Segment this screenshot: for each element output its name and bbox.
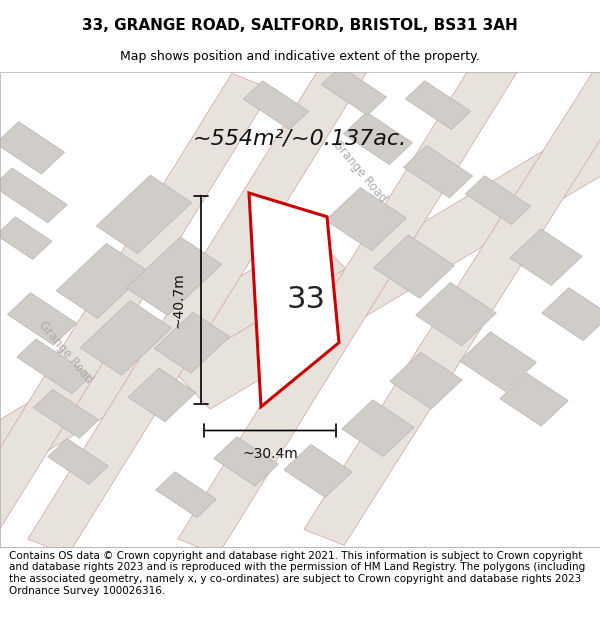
Polygon shape [326,188,406,251]
Text: 33: 33 [287,285,325,314]
Polygon shape [374,235,454,298]
Polygon shape [0,217,52,259]
Polygon shape [510,229,582,286]
Polygon shape [460,332,536,391]
Polygon shape [304,54,600,546]
Polygon shape [343,112,413,164]
Polygon shape [403,146,473,198]
Text: ~30.4m: ~30.4m [242,447,298,461]
Polygon shape [284,444,352,498]
Polygon shape [47,439,109,484]
Polygon shape [390,352,462,409]
Polygon shape [406,81,470,129]
Polygon shape [214,437,278,486]
Polygon shape [416,282,496,346]
Text: ~554m²/~0.137ac.: ~554m²/~0.137ac. [193,128,407,148]
Text: Grange Road: Grange Road [37,319,95,386]
Polygon shape [17,339,91,394]
Polygon shape [174,110,600,409]
Polygon shape [0,122,65,174]
Polygon shape [466,176,530,224]
Polygon shape [500,373,568,426]
Polygon shape [80,301,172,375]
Text: Grange Road: Grange Road [331,138,389,205]
Polygon shape [154,312,230,373]
Polygon shape [0,233,348,504]
Polygon shape [56,244,148,318]
Polygon shape [128,368,196,422]
Polygon shape [28,54,368,555]
Polygon shape [127,237,221,316]
Polygon shape [34,389,98,438]
Polygon shape [155,472,217,518]
Polygon shape [342,400,414,456]
Polygon shape [322,66,386,115]
Polygon shape [542,288,600,341]
Text: 33, GRANGE ROAD, SALTFORD, BRISTOL, BS31 3AH: 33, GRANGE ROAD, SALTFORD, BRISTOL, BS31… [82,18,518,33]
Text: ~40.7m: ~40.7m [172,272,186,328]
Polygon shape [97,175,191,254]
Polygon shape [0,74,272,574]
Polygon shape [249,193,339,407]
Text: Map shows position and indicative extent of the property.: Map shows position and indicative extent… [120,50,480,63]
Polygon shape [7,292,77,345]
Text: Contains OS data © Crown copyright and database right 2021. This information is : Contains OS data © Crown copyright and d… [9,551,585,596]
Polygon shape [0,168,67,222]
Polygon shape [178,54,518,555]
Polygon shape [244,81,308,129]
